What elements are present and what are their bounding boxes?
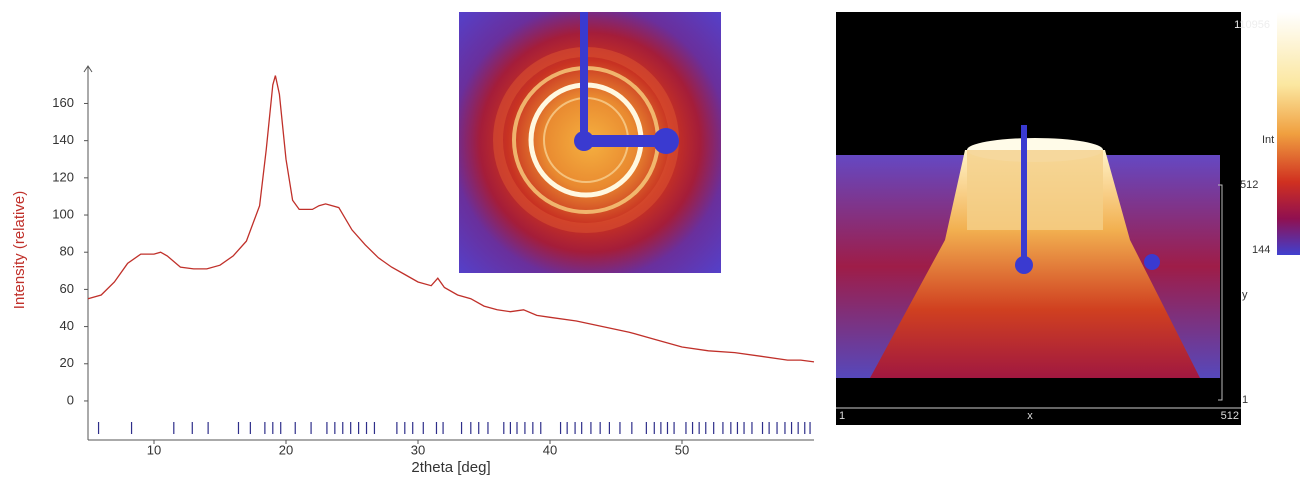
x-axis-label: 2theta [deg] <box>411 459 490 476</box>
colorbar-min: 144 <box>1252 244 1270 256</box>
colorbar <box>1277 12 1300 255</box>
colorbar-max: 110956 <box>1234 19 1270 31</box>
y-axis-min: 1 <box>1242 394 1248 406</box>
x-axis-max: 512 <box>1221 410 1239 422</box>
plot-area: 2theta [deg] Intensity (relative) 0 20 40 6… <box>11 65 815 476</box>
surface-peak <box>870 150 1200 378</box>
y-axis-label: y <box>1242 289 1248 301</box>
y-tick-label: 80 <box>60 244 74 259</box>
beamstop <box>574 131 594 151</box>
y-tick-label: 100 <box>52 206 74 221</box>
x-axis-min: 1 <box>839 410 845 422</box>
intensity-line <box>87 75 815 363</box>
y-axis-max: 512 <box>1240 179 1258 191</box>
y-tick-label: 60 <box>60 281 74 296</box>
diffraction-image <box>459 12 721 273</box>
y-tick-label: 140 <box>52 132 74 147</box>
y-tick-label: 0 <box>67 392 74 407</box>
y-axis <box>1218 184 1223 401</box>
x-tick-label: 40 <box>543 442 557 457</box>
y-tick-label: 40 <box>60 318 74 333</box>
y-tick-label: 160 <box>52 95 74 110</box>
beamstop <box>1144 254 1160 270</box>
y-axis-label: Intensity (relative) <box>11 191 28 309</box>
beamstop <box>1015 256 1033 274</box>
x-tick-label: 50 <box>675 442 689 457</box>
surface-ring <box>967 150 1103 230</box>
x-tick-label: 20 <box>279 442 293 457</box>
x-tick-label: 10 <box>147 442 161 457</box>
y-tick-label: 20 <box>60 355 74 370</box>
axis-arrow <box>83 65 93 73</box>
x-axis-label: x <box>1027 410 1033 422</box>
y-tick-label: 120 <box>52 169 74 184</box>
beamstop <box>653 128 679 154</box>
x-tick-label: 30 <box>411 442 425 457</box>
surface-plot: 110956 Int 144 512 y 1 1 x 512 <box>836 12 1300 425</box>
colorbar-label: Int <box>1262 134 1274 146</box>
